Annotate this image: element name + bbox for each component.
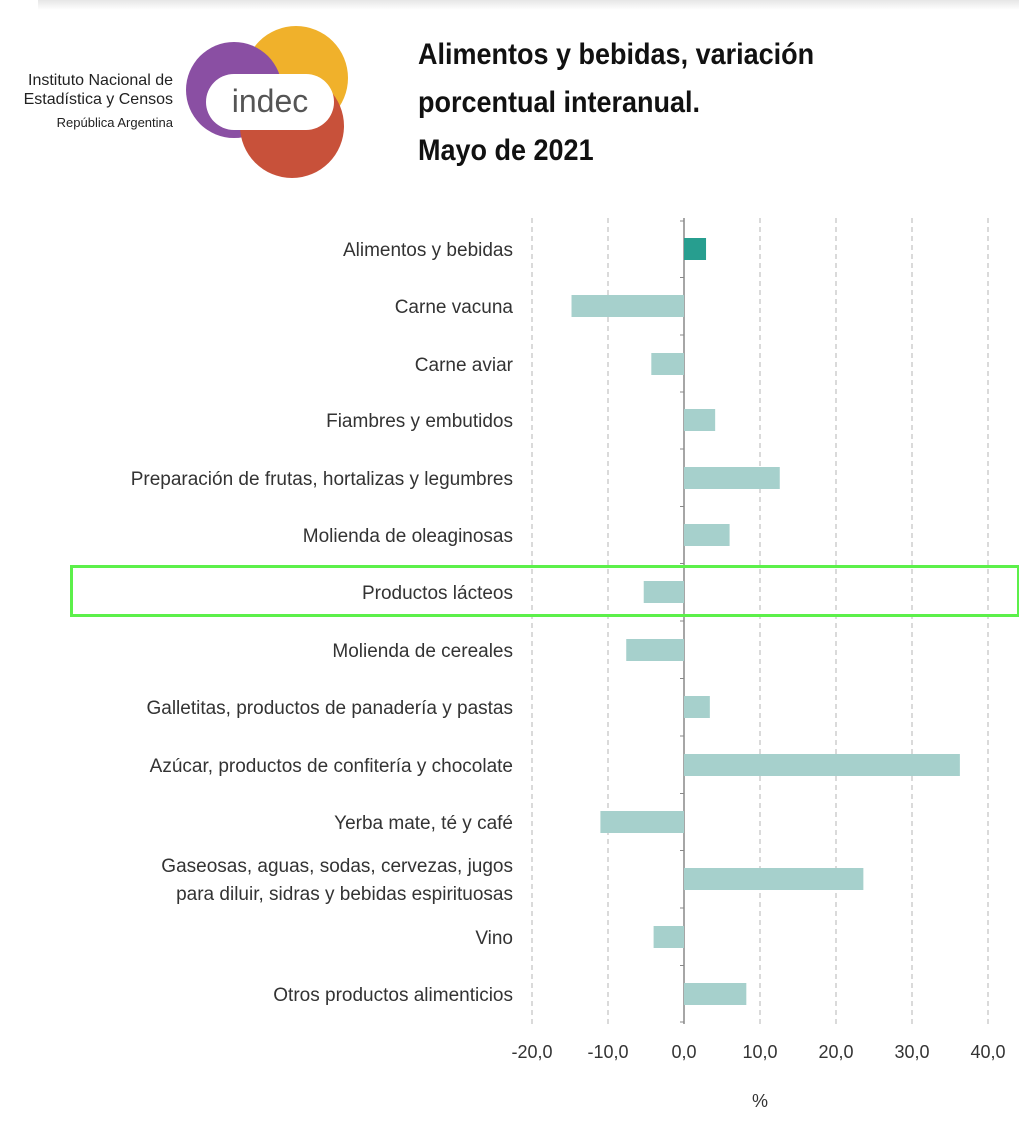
- category-label: Gaseosas, aguas, sodas, cervezas, jugos: [161, 856, 513, 877]
- bar: [684, 754, 960, 776]
- x-tick-label: 20,0: [818, 1042, 853, 1062]
- org-name-line1: Instituto Nacional de: [28, 72, 173, 89]
- x-tick-label: 40,0: [970, 1042, 1005, 1062]
- bar: [684, 467, 780, 489]
- x-tick-label: 10,0: [742, 1042, 777, 1062]
- category-label: Molienda de cereales: [332, 641, 513, 662]
- bar: [600, 811, 684, 833]
- category-label: Carne aviar: [415, 355, 514, 376]
- indec-logo: indec: [186, 26, 348, 178]
- bar: [684, 238, 707, 260]
- category-label: Productos lácteos: [362, 583, 513, 604]
- category-label: para diluir, sidras y bebidas espirituos…: [176, 884, 513, 905]
- category-label: Yerba mate, té y café: [334, 813, 513, 834]
- x-tick-label: 30,0: [894, 1042, 929, 1062]
- category-label: Carne vacuna: [395, 297, 514, 318]
- bar: [684, 696, 710, 718]
- logo-wordmark: indec: [232, 83, 309, 119]
- x-tick-label: -10,0: [587, 1042, 628, 1062]
- bar: [571, 295, 684, 317]
- category-label: Galletitas, productos de panadería y pas…: [146, 698, 513, 719]
- category-label: Otros productos alimenticios: [273, 985, 513, 1006]
- highlight-box-productos-lacteos: [70, 565, 1019, 617]
- category-label: Molienda de oleaginosas: [303, 526, 513, 547]
- chart-title-line1: Alimentos y bebidas, variación: [418, 38, 815, 71]
- org-name-line2: Estadística y Censos: [23, 91, 173, 108]
- chart-title-line2: porcentual interanual.: [418, 86, 701, 119]
- bar: [653, 926, 684, 948]
- bar: [684, 524, 730, 546]
- category-label: Preparación de frutas, hortalizas y legu…: [131, 469, 513, 490]
- category-label: Vino: [475, 928, 513, 949]
- bar: [651, 353, 684, 375]
- bar: [684, 868, 864, 890]
- x-axis-label: %: [752, 1091, 768, 1111]
- category-label: Azúcar, productos de confitería y chocol…: [150, 756, 513, 777]
- bar: [626, 639, 684, 661]
- x-tick-label: -20,0: [511, 1042, 552, 1062]
- bar: [643, 581, 684, 603]
- chart-title-line3: Mayo de 2021: [418, 134, 594, 167]
- top-border-strip: [38, 0, 1019, 10]
- bar: [684, 409, 716, 431]
- x-tick-label: 0,0: [671, 1042, 696, 1062]
- category-label: Fiambres y embutidos: [326, 411, 513, 432]
- org-country: República Argentina: [56, 115, 173, 130]
- bar: [684, 983, 747, 1005]
- category-label: Alimentos y bebidas: [343, 240, 513, 261]
